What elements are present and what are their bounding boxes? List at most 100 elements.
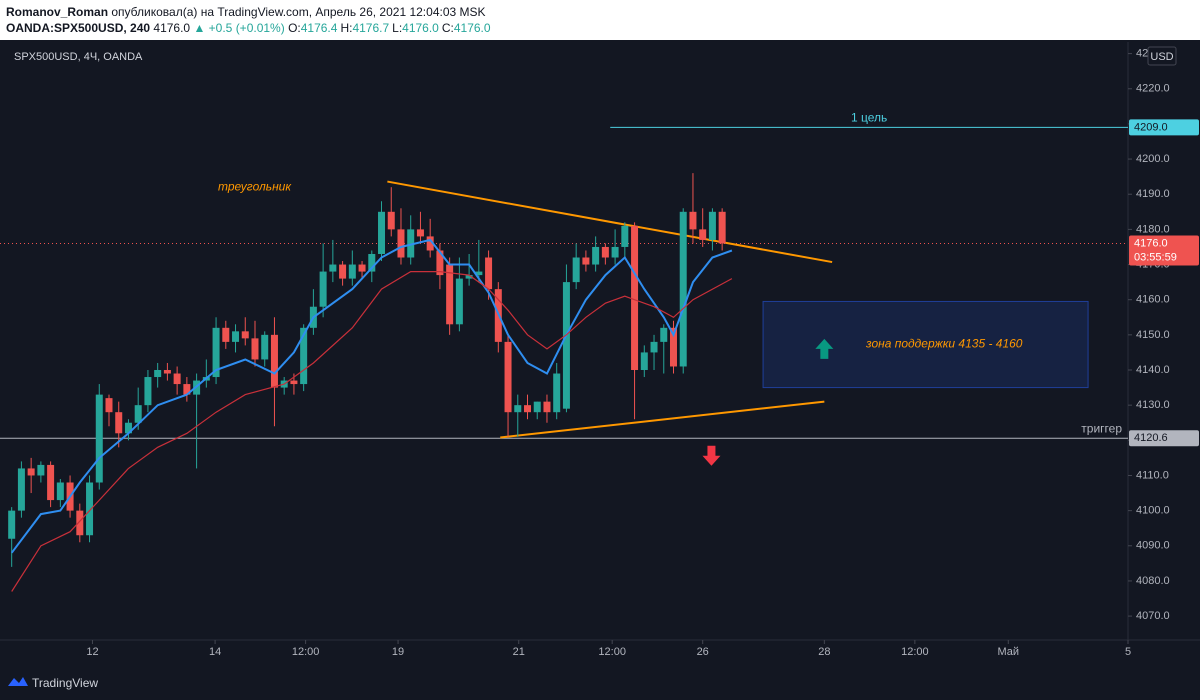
- ohlc: O:4176.4 H:4176.7 L:4176.0 C:4176.0: [288, 21, 494, 35]
- candle-body: [76, 510, 84, 536]
- published: опубликовал(а) на TradingView.com, Апрел…: [111, 5, 486, 19]
- y-tick-label: 4200.0: [1136, 153, 1170, 165]
- y-tick-label: 4180.0: [1136, 223, 1170, 235]
- chart-background: [0, 42, 1200, 700]
- x-tick-label: 19: [392, 646, 404, 658]
- candle-body: [485, 257, 493, 290]
- arrow: [815, 338, 834, 359]
- candle-body: [621, 225, 629, 247]
- candle-body: [163, 370, 171, 374]
- price-label: 4209.0: [1134, 121, 1168, 133]
- arrow: [702, 445, 721, 466]
- moving-average: [11, 271, 733, 592]
- currency-box: [1147, 46, 1177, 66]
- header-line: Romanov_Roman опубликовал(а) на TradingV…: [6, 5, 486, 19]
- trendline: [387, 180, 833, 264]
- candle-body: [718, 211, 726, 244]
- y-tick-label: 4150.0: [1136, 329, 1170, 341]
- y-tick-label: 4220.0: [1136, 83, 1170, 95]
- x-tick-label: 28: [818, 646, 830, 658]
- y-tick-label: 4140.0: [1136, 364, 1170, 376]
- candle-body: [86, 482, 94, 536]
- ohlc-value: 4176.7: [352, 21, 390, 35]
- candle-body: [27, 468, 35, 476]
- price-label: 4120.6: [1134, 432, 1168, 444]
- candle-body: [650, 341, 658, 353]
- candle-body: [241, 331, 249, 339]
- currency: USD: [1150, 51, 1173, 63]
- candle-body: [553, 373, 561, 413]
- annotation: треугольник: [218, 179, 292, 193]
- candle-body: [8, 510, 16, 539]
- candle-body: [601, 246, 609, 258]
- footer-logo: [8, 677, 28, 686]
- candle-body: [611, 246, 619, 258]
- candle-body: [455, 278, 463, 325]
- candle-body: [689, 211, 697, 230]
- candle-body: [329, 264, 337, 272]
- y-tick-label: 4190.0: [1136, 188, 1170, 200]
- moving-average: [10, 238, 733, 554]
- y-tick-label: 4160.0: [1136, 294, 1170, 306]
- candle-body: [232, 331, 240, 342]
- candle-body: [708, 211, 716, 240]
- candle-body: [640, 352, 648, 371]
- x-tick-label: 12: [86, 646, 98, 658]
- candle-body: [339, 264, 347, 279]
- candle-body: [290, 380, 298, 385]
- candle-body: [154, 370, 162, 378]
- x-tick-label: Май: [998, 646, 1020, 658]
- ohlc-value: 4176.0: [402, 21, 439, 35]
- price-label-box: [1129, 119, 1199, 136]
- candle-body: [465, 275, 473, 279]
- candle-body: [95, 394, 103, 483]
- ohlc-label: C:: [441, 21, 454, 35]
- last-price: 4176.0: [153, 21, 191, 35]
- candle-body: [416, 229, 424, 237]
- y-tick-label: 4100.0: [1136, 505, 1170, 517]
- candle-body: [17, 468, 25, 511]
- ohlc-label: O:: [288, 21, 301, 35]
- candle-body: [446, 264, 454, 325]
- candle-body: [134, 405, 142, 423]
- candle-body: [56, 482, 64, 501]
- candle-body: [300, 327, 308, 385]
- ohlc-label: H:: [340, 21, 353, 35]
- price-line-text: 1 цель: [851, 111, 887, 125]
- x-tick-label: 12:00: [901, 646, 929, 658]
- candle-body: [504, 341, 512, 413]
- countdown: 03:55:59: [1134, 251, 1177, 263]
- candle-body: [368, 253, 376, 272]
- y-tick-label: 4130.0: [1136, 399, 1170, 411]
- header: Romanov_Roman опубликовал(а) на TradingV…: [0, 0, 1200, 40]
- candle-body: [261, 334, 269, 360]
- y-tick-label: 4080.0: [1136, 575, 1170, 587]
- candle-body: [358, 264, 366, 272]
- candle-body: [144, 377, 152, 406]
- candle-body: [378, 211, 386, 254]
- candle-body: [387, 211, 395, 230]
- candle-body: [173, 373, 181, 385]
- candle-body: [115, 412, 123, 434]
- chart-title: SPX500USD, 4Ч, OANDA: [14, 51, 143, 63]
- candle-body: [319, 271, 327, 307]
- candle-body: [37, 464, 45, 476]
- x-tick-label: 21: [513, 646, 525, 658]
- candle-body: [222, 327, 230, 342]
- candle-body: [660, 327, 668, 342]
- candle-body: [105, 398, 113, 413]
- x-tick-label: 5: [1125, 646, 1131, 658]
- candle-body: [183, 384, 191, 395]
- support-zone: [762, 300, 1089, 389]
- candle-body: [562, 282, 570, 409]
- candle-body: [397, 229, 405, 258]
- candle-body: [543, 401, 551, 413]
- y-tick-label: 4070.0: [1136, 610, 1170, 622]
- plot-area: зона поддержки 4135 - 4160 1 цель триггер т…: [0, 111, 1128, 592]
- price-label-box: [1129, 430, 1199, 447]
- ohlc-value: 4176.4: [300, 21, 338, 35]
- candle-body: [436, 250, 444, 276]
- price-label: 4176.0: [1134, 237, 1168, 249]
